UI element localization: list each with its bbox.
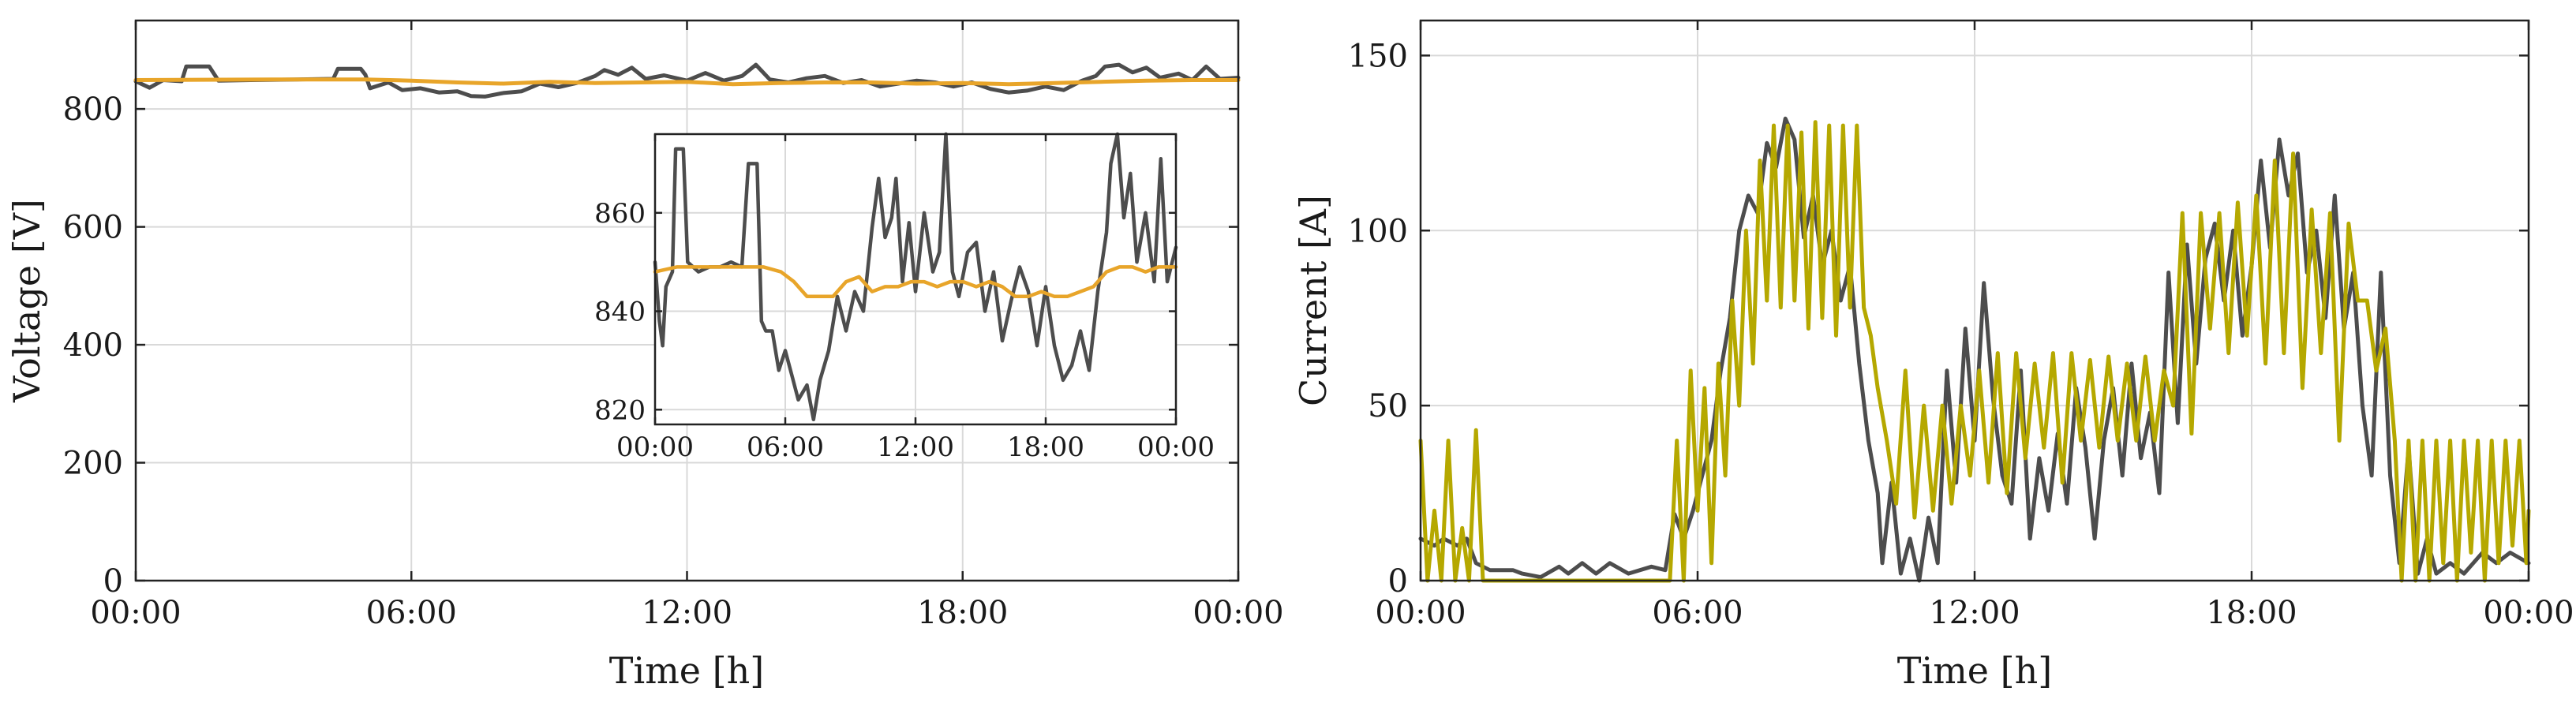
voltage-y-axis-title: Voltage [V]: [6, 199, 48, 403]
y-tick-label: 600: [63, 210, 123, 246]
y-tick-label: 860: [594, 198, 646, 230]
x-tick-label: 12:00: [642, 595, 732, 631]
voltage-inset: 00:00 06:00 12:00 18:00 00:00 820 840 860: [594, 132, 1215, 463]
current-y-axis-title: Current [A]: [1292, 195, 1335, 406]
x-tick-label: 00:00: [616, 432, 694, 463]
voltage-series: [133, 62, 1241, 99]
series-line-orange: [653, 265, 1178, 299]
x-tick-label: 18:00: [1007, 432, 1084, 463]
x-tick-label: 00:00: [90, 595, 181, 631]
x-tick-label: 06:00: [366, 595, 457, 631]
current-series: [1418, 116, 2531, 583]
series-line-orange: [133, 77, 1241, 87]
x-tick-label: 12:00: [1929, 595, 2020, 631]
y-tick-label: 100: [1348, 213, 1408, 249]
x-tick-label: 00:00: [1375, 595, 1466, 631]
inset-series: [653, 132, 1178, 422]
x-tick-label: 06:00: [747, 432, 824, 463]
y-tick-label: 0: [103, 563, 123, 600]
x-tick-label: 00:00: [1193, 595, 1283, 631]
x-tick-label: 00:00: [2483, 595, 2574, 631]
current-x-axis-title: Time [h]: [1897, 649, 2052, 692]
x-tick-label: 18:00: [917, 595, 1008, 631]
inset-ticks: 00:00 06:00 12:00 18:00 00:00 820 840 860: [594, 134, 1215, 463]
y-tick-label: 840: [594, 297, 646, 328]
x-tick-label: 18:00: [2206, 595, 2297, 631]
y-tick-label: 150: [1348, 38, 1408, 74]
y-tick-label: 820: [594, 394, 646, 426]
y-tick-label: 800: [63, 92, 123, 128]
y-tick-label: 400: [63, 327, 123, 364]
y-tick-label: 0: [1388, 563, 1408, 600]
y-tick-label: 50: [1368, 388, 1408, 424]
x-tick-label: 00:00: [1137, 432, 1215, 463]
voltage-x-axis-title: Time [h]: [609, 649, 764, 692]
y-tick-label: 200: [63, 446, 123, 482]
x-tick-label: 12:00: [877, 432, 954, 463]
x-tick-label: 06:00: [1652, 595, 1743, 631]
series-line-olive: [1418, 120, 2531, 583]
series-line-dark: [133, 62, 1241, 99]
